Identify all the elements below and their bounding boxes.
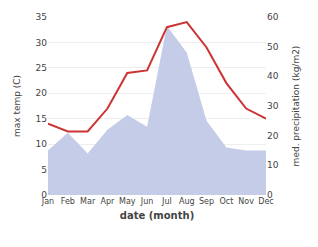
svg-text:40: 40: [267, 71, 279, 81]
svg-text:0: 0: [267, 190, 273, 200]
svg-text:Aug: Aug: [179, 197, 195, 206]
svg-text:0: 0: [41, 190, 47, 200]
svg-text:Mar: Mar: [80, 197, 96, 206]
svg-text:30: 30: [36, 38, 48, 48]
svg-text:50: 50: [267, 42, 279, 52]
svg-text:Oct: Oct: [219, 197, 233, 206]
svg-text:Jul: Jul: [161, 197, 172, 206]
svg-text:5: 5: [41, 165, 47, 175]
svg-text:10: 10: [267, 160, 279, 170]
svg-text:30: 30: [267, 101, 279, 111]
svg-text:Nov: Nov: [238, 197, 254, 206]
svg-text:35: 35: [36, 12, 47, 22]
svg-text:25: 25: [36, 63, 47, 73]
svg-text:20: 20: [267, 131, 279, 141]
svg-text:10: 10: [36, 139, 48, 149]
svg-text:med. precipitation (kg/m2): med. precipitation (kg/m2): [291, 46, 301, 167]
svg-text:Apr: Apr: [101, 197, 116, 206]
svg-text:Jun: Jun: [140, 197, 154, 206]
svg-text:max temp (C): max temp (C): [12, 75, 22, 137]
svg-text:60: 60: [267, 12, 279, 22]
svg-text:Jan: Jan: [41, 197, 54, 206]
svg-text:Feb: Feb: [61, 197, 75, 206]
svg-text:Sep: Sep: [199, 197, 214, 206]
svg-text:15: 15: [36, 114, 47, 124]
svg-text:Dec: Dec: [258, 197, 273, 206]
svg-text:20: 20: [36, 88, 48, 98]
svg-text:date (month): date (month): [120, 210, 194, 221]
svg-text:May: May: [119, 197, 136, 206]
